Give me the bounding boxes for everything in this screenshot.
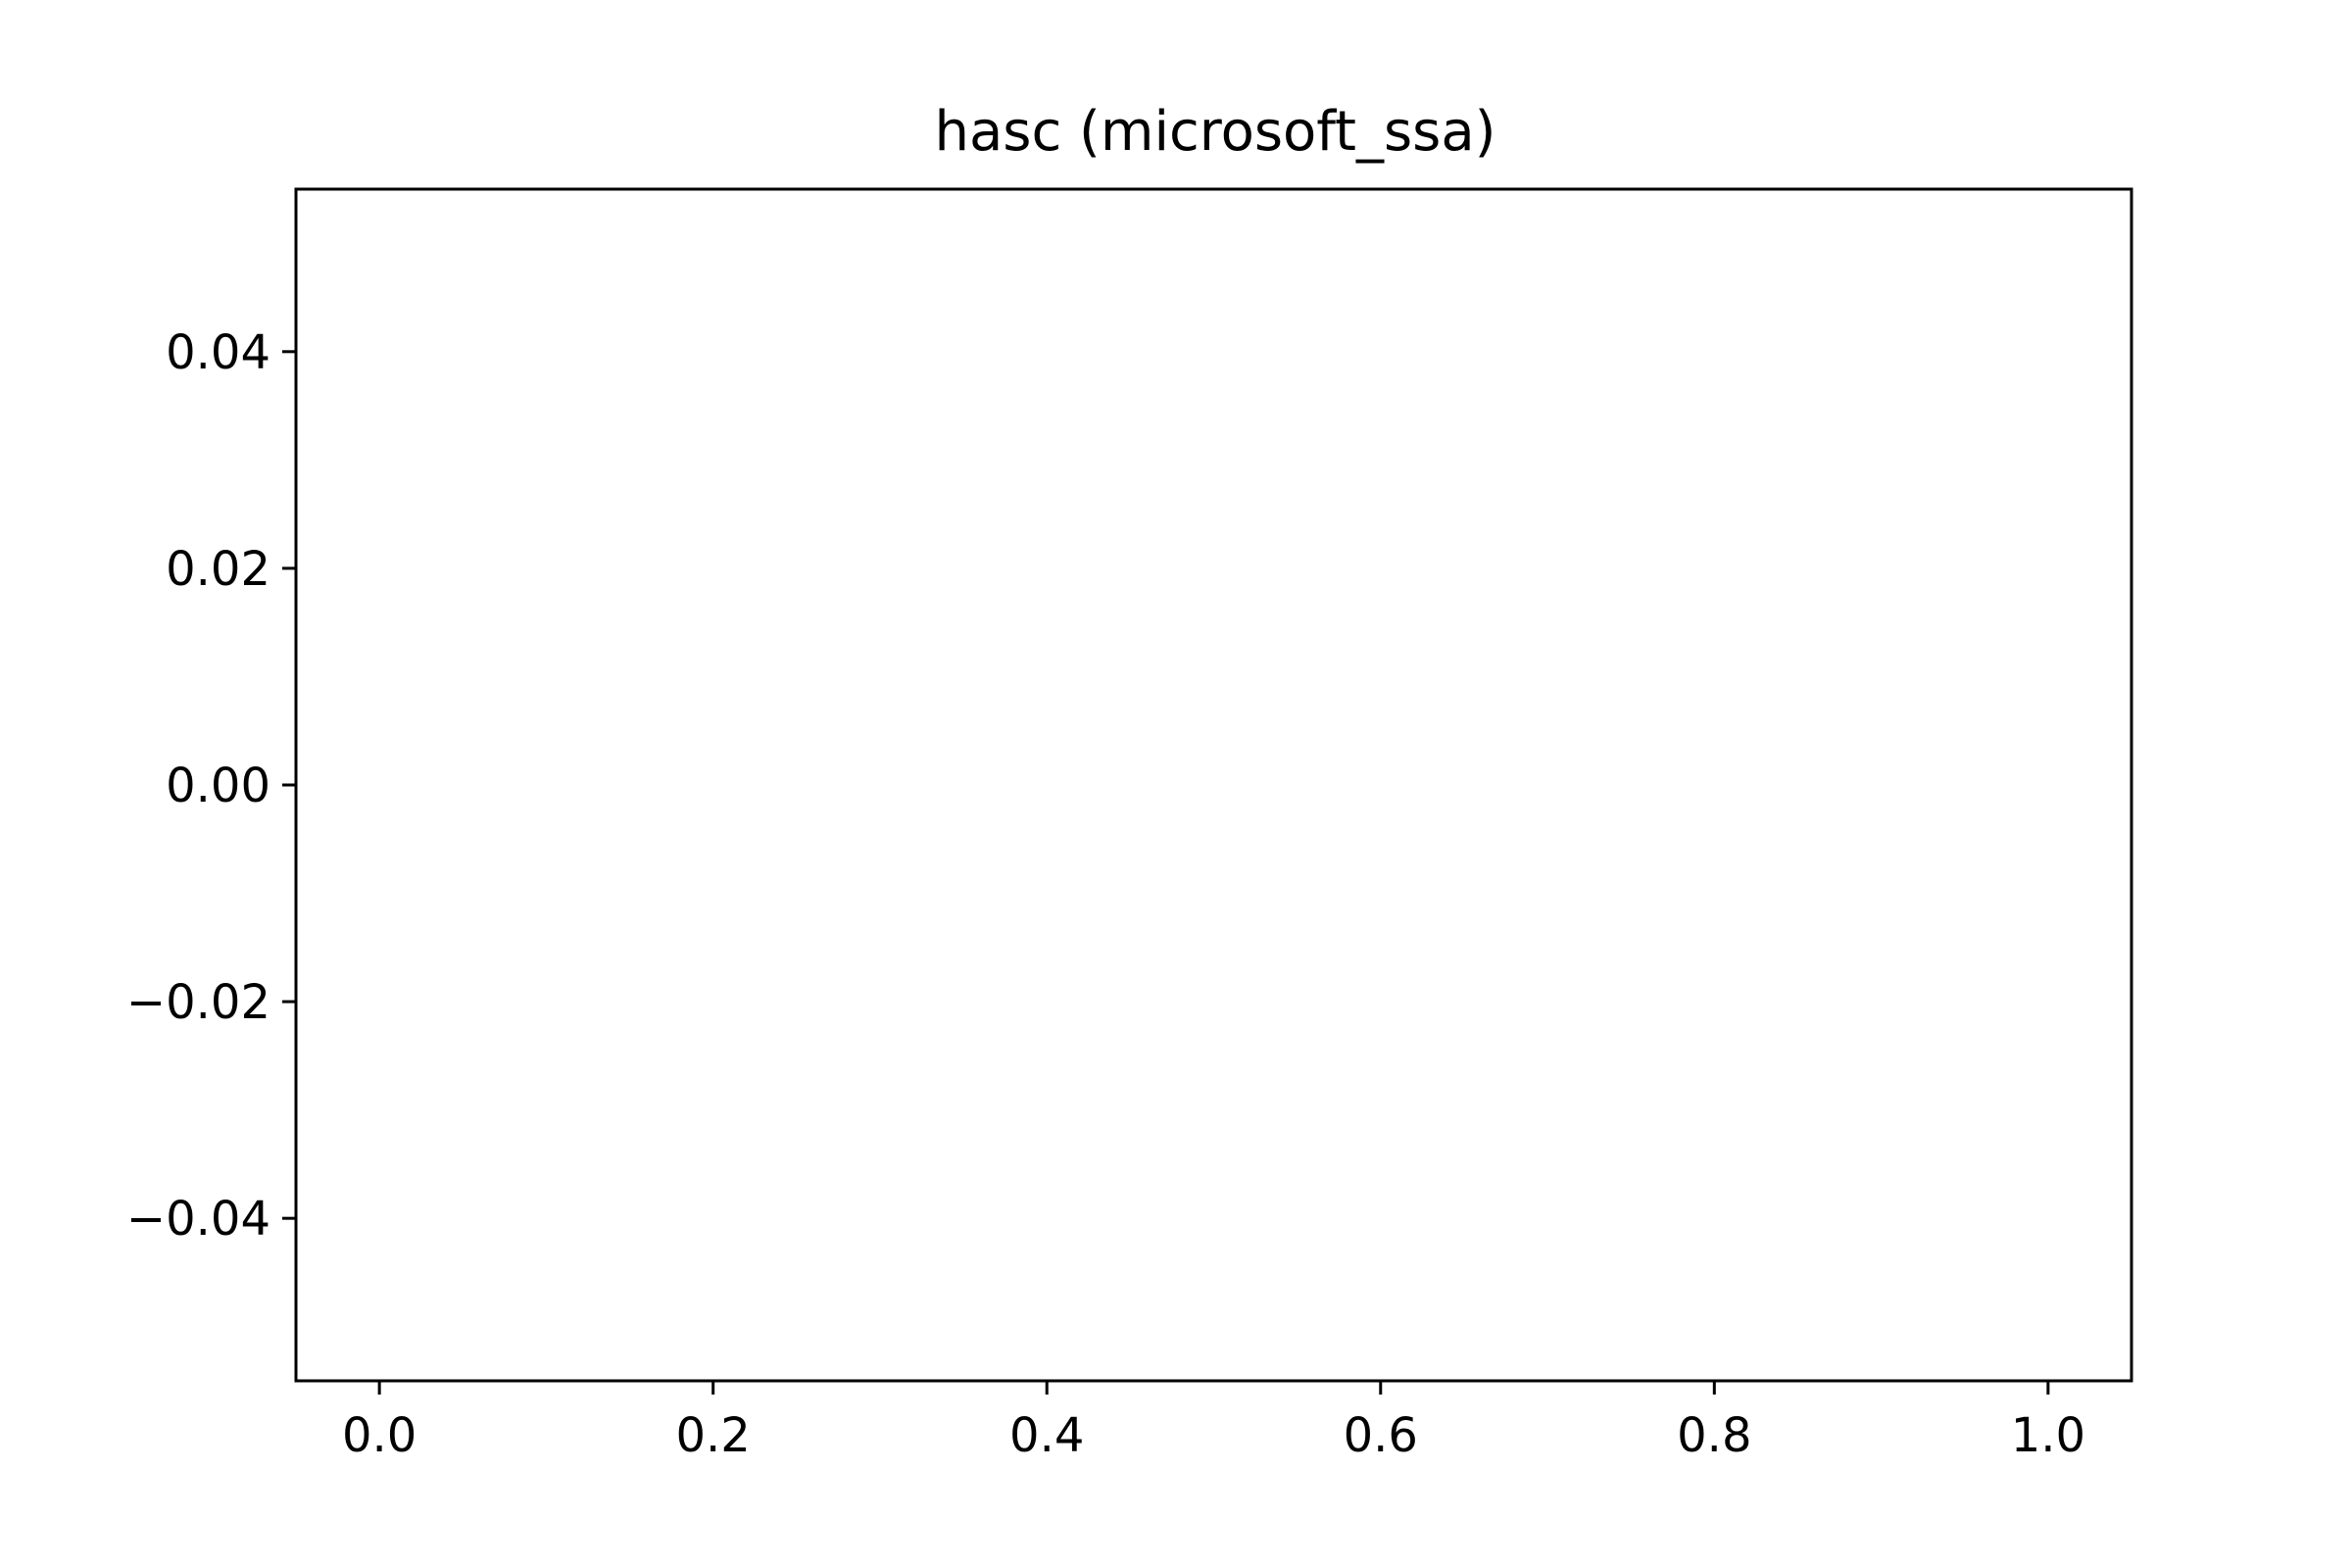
y-tick-label: −0.04 [126, 1192, 270, 1247]
chart-title: hasc (microsoft_ssa) [934, 100, 1495, 164]
x-tick-label: 0.0 [342, 1408, 416, 1463]
y-tick-label: −0.02 [126, 975, 270, 1030]
x-tick-label: 0.2 [676, 1408, 751, 1463]
y-tick-label: 0.04 [166, 325, 270, 380]
x-tick-label: 0.6 [1344, 1408, 1418, 1463]
x-tick-label: 1.0 [2011, 1408, 2085, 1463]
x-axis: 0.0 0.2 0.4 0.6 0.8 1.0 [342, 1381, 2085, 1463]
y-tick-label: 0.00 [166, 759, 270, 813]
y-tick-label: 0.02 [166, 542, 270, 597]
x-tick-label: 0.4 [1009, 1408, 1084, 1463]
x-tick-label: 0.8 [1677, 1408, 1751, 1463]
plot-area-frame [294, 187, 2133, 1383]
y-axis: 0.04 0.02 0.00 −0.02 −0.04 [126, 325, 296, 1247]
